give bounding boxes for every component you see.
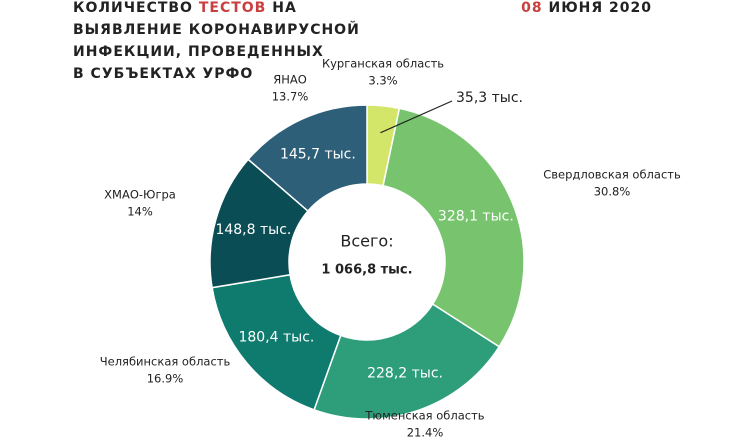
percent-label: 16.9% xyxy=(147,372,184,386)
title-line: ВЫЯВЛЕНИЕ КОРОНАВИРУСНОЙ xyxy=(73,21,360,38)
title-line: КОЛИЧЕСТВО ТЕСТОВ НА xyxy=(73,0,297,16)
total-label: 1 066,8 тыс. xyxy=(321,263,412,278)
category-label: Курганская область xyxy=(322,57,444,71)
category-label: ХМАО-Югра xyxy=(104,188,176,202)
value-label: 145,7 тыс. xyxy=(280,147,356,163)
slice xyxy=(382,107,525,348)
slice xyxy=(247,104,368,213)
category-label: ЯНАО xyxy=(273,73,307,87)
percent-label: 13.7% xyxy=(272,90,309,104)
donut xyxy=(209,104,525,420)
value-label: 35,3 тыс. xyxy=(456,90,523,106)
category-label: Свердловская область xyxy=(543,168,681,182)
value-label: 328,1 тыс. xyxy=(438,208,514,224)
category-label: Тюменская область xyxy=(364,409,484,423)
percent-label: 14% xyxy=(127,205,153,219)
title-line: В СУБЪЕКТАХ УРФО xyxy=(73,66,253,82)
slice xyxy=(313,303,501,420)
date: 08 ИЮНЯ 2020 xyxy=(521,0,652,16)
value-label: 180,4 тыс. xyxy=(238,330,314,346)
percent-label: 30.8% xyxy=(594,185,631,199)
percent-label: 3.3% xyxy=(368,74,397,88)
percent-label: 21.4% xyxy=(407,426,444,440)
center-label: Всего: xyxy=(340,232,393,251)
value-label: 228,2 тыс. xyxy=(367,366,443,382)
leader-line xyxy=(380,100,453,134)
value-label: 148,8 тыс. xyxy=(215,222,291,238)
title-line: ИНФЕКЦИИ, ПРОВЕДЕННЫХ xyxy=(73,44,324,60)
category-label: Челябинская область xyxy=(100,355,231,369)
